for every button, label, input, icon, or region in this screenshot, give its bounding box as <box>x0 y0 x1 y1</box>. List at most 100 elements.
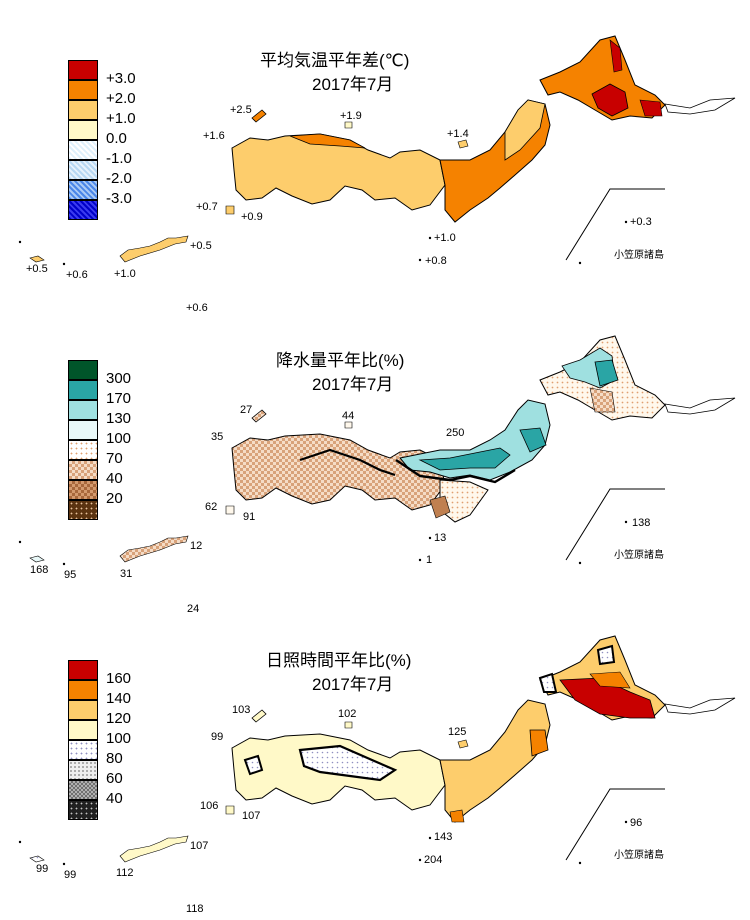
station-value: 99 <box>36 863 49 875</box>
precipitation-map <box>18 335 736 566</box>
station-value: 62 <box>205 501 218 513</box>
legend-label: +3.0 <box>106 70 136 87</box>
station-value: 204 <box>424 854 443 866</box>
legend-label: 60 <box>106 770 123 787</box>
station-value: +0.7 <box>196 201 218 213</box>
region-central-east-japan <box>439 699 551 823</box>
station-value: +0.9 <box>241 211 263 223</box>
legend-swatch <box>68 180 98 200</box>
legend-swatch <box>68 160 98 180</box>
legend-label: 300 <box>106 370 132 387</box>
station-value: +1.9 <box>340 110 362 122</box>
station-value: 112 <box>116 867 134 879</box>
legend-swatch <box>68 60 98 80</box>
precipitation-title: 降水量平年比(%) <box>276 351 405 370</box>
station-value: +0.3 <box>630 216 652 228</box>
ogasawara-label: 小笠原諸島 <box>614 250 664 261</box>
sunshine-map <box>18 635 736 866</box>
station-value: 143 <box>434 831 453 843</box>
station-value: 107 <box>190 840 209 852</box>
station-value: +0.6 <box>186 302 208 314</box>
legend-label: -2.0 <box>106 170 132 187</box>
legend-swatch <box>68 200 98 220</box>
station-value: 35 <box>211 431 224 443</box>
legend-label: -3.0 <box>106 190 132 207</box>
legend-label: 100 <box>106 730 132 747</box>
station-value: 103 <box>232 704 251 716</box>
legend-label: 70 <box>106 450 123 467</box>
legend-swatch <box>68 800 98 820</box>
legend-label: 140 <box>106 690 132 707</box>
station-value: 24 <box>187 603 200 615</box>
sunshine-panel: 日照時間平年比(%) 2017年7月 160 140 120 100 80 60… <box>0 600 750 915</box>
station-value: 125 <box>448 726 467 738</box>
region-chugoku-north <box>289 133 366 149</box>
legend-label: 120 <box>106 710 132 727</box>
station-value: +0.6 <box>66 269 88 281</box>
legend-swatch <box>68 760 98 780</box>
legend-label: 130 <box>106 410 132 427</box>
legend-swatch <box>68 720 98 740</box>
station-value: 250 <box>446 427 465 439</box>
station-value: +2.5 <box>230 104 252 116</box>
station-value: +0.8 <box>425 255 447 267</box>
legend-label: 170 <box>106 390 132 407</box>
legend-label: 20 <box>106 490 123 507</box>
station-value: +1.4 <box>447 128 469 140</box>
station-value: 96 <box>630 817 643 829</box>
station-value: 102 <box>338 708 357 720</box>
legend-swatch <box>68 120 98 140</box>
station-value: 118 <box>186 903 204 915</box>
station-value: 106 <box>200 800 219 812</box>
station-value: 31 <box>120 568 133 580</box>
region-west-japan <box>231 433 446 511</box>
legend-swatch <box>68 360 98 380</box>
precipitation-subtitle: 2017年7月 <box>312 375 394 394</box>
ogasawara-label: 小笠原諸島 <box>614 850 664 861</box>
sunshine-title: 日照時間平年比(%) <box>266 651 412 670</box>
temperature-panel: 平均気温平年差(℃) 2017年7月 +3.0 +2.0 +1.0 0.0 -1… <box>0 0 750 314</box>
region-tohoku <box>504 99 546 161</box>
legend-label: +1.0 <box>106 110 136 127</box>
legend-label: 40 <box>106 470 123 487</box>
station-value: 44 <box>342 410 355 422</box>
station-value: 99 <box>211 731 224 743</box>
legend-swatch <box>68 700 98 720</box>
legend-swatch <box>68 780 98 800</box>
precipitation-panel: 降水量平年比(%) 2017年7月 300 170 130 100 70 40 … <box>0 300 750 615</box>
legend-label: 100 <box>106 430 132 447</box>
legend-swatch <box>68 440 98 460</box>
station-value: 13 <box>434 532 447 544</box>
station-value: 12 <box>190 540 203 552</box>
legend-swatch <box>68 460 98 480</box>
temperature-map <box>18 35 736 266</box>
legend-swatch <box>68 680 98 700</box>
station-value: +1.6 <box>203 130 225 142</box>
legend-swatch <box>68 480 98 500</box>
legend-label: 0.0 <box>106 130 127 147</box>
station-value: +0.5 <box>190 240 212 252</box>
legend-label: 160 <box>106 670 132 687</box>
station-value: 1 <box>426 554 433 566</box>
legend-label: 40 <box>106 790 123 807</box>
legend-swatch <box>68 400 98 420</box>
station-value: +1.0 <box>114 268 136 280</box>
station-value: 107 <box>242 810 261 822</box>
ogasawara-label: 小笠原諸島 <box>614 550 664 561</box>
station-value: 27 <box>240 404 253 416</box>
legend-swatch <box>68 660 98 680</box>
legend-swatch <box>68 380 98 400</box>
station-value: +1.0 <box>434 232 456 244</box>
legend-swatch <box>68 140 98 160</box>
legend-label: 80 <box>106 750 123 767</box>
temperature-subtitle: 2017年7月 <box>312 75 394 94</box>
station-value: 138 <box>632 517 651 529</box>
legend-swatch <box>68 500 98 520</box>
legend-swatch <box>68 100 98 120</box>
station-value: 95 <box>64 569 77 581</box>
legend-label: +2.0 <box>106 90 136 107</box>
legend-swatch <box>68 80 98 100</box>
region-hokkaido-east <box>591 83 629 117</box>
legend-swatch <box>68 420 98 440</box>
station-value: 99 <box>64 869 77 881</box>
